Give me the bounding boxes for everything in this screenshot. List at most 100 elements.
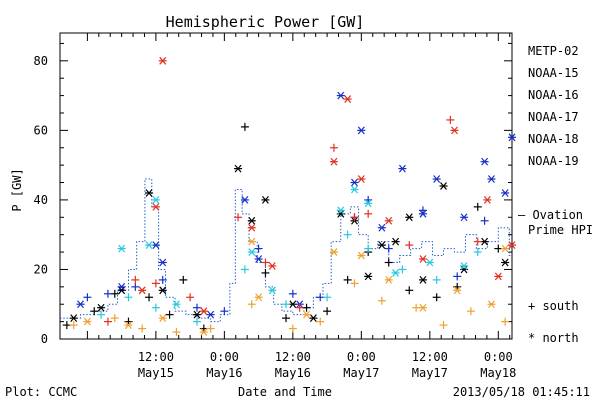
north-marker bbox=[158, 258, 167, 267]
south-marker bbox=[377, 296, 386, 305]
north-marker bbox=[460, 262, 469, 270]
plot-frame bbox=[59, 32, 513, 340]
x-tick-date-label: May16 bbox=[275, 366, 311, 380]
south-marker bbox=[131, 275, 140, 284]
south-marker bbox=[323, 293, 332, 302]
south-marker bbox=[220, 307, 229, 316]
footer-timestamp: 2013/05/18 01:45:11 bbox=[453, 385, 590, 399]
north-marker bbox=[151, 202, 160, 211]
legend-entry-noaa-18: NOAA-18 bbox=[528, 132, 579, 146]
north-marker bbox=[453, 286, 462, 295]
south-marker bbox=[480, 216, 489, 225]
south-marker bbox=[473, 237, 482, 246]
south-marker bbox=[261, 258, 270, 267]
north-marker bbox=[336, 206, 345, 215]
y-tick-label: 60 bbox=[34, 123, 48, 137]
south-marker bbox=[432, 293, 441, 302]
north-marker bbox=[240, 196, 249, 204]
north-marker bbox=[343, 95, 352, 103]
north-marker bbox=[199, 328, 208, 336]
south-marker bbox=[240, 265, 249, 274]
south-marker bbox=[192, 303, 201, 312]
y-tick-label: 0 bbox=[41, 332, 48, 346]
legend-entry-noaa-16: NOAA-16 bbox=[528, 88, 579, 102]
north-marker bbox=[145, 189, 154, 197]
north-marker bbox=[350, 185, 359, 194]
north-marker bbox=[192, 310, 201, 319]
south-marker bbox=[282, 314, 290, 323]
y-tick-label: 80 bbox=[34, 54, 48, 68]
x-tick-date-label: May18 bbox=[480, 366, 516, 380]
south-marker bbox=[302, 303, 311, 312]
north-marker bbox=[288, 300, 297, 309]
x-tick-time-label: 12:00 bbox=[275, 350, 311, 364]
south-marker bbox=[186, 293, 195, 302]
north-marker bbox=[158, 56, 167, 65]
x-tick-date-label: May17 bbox=[412, 366, 448, 380]
x-axis: 12:00 May15 0:00 May16 12:00 May16 0:00 May17 12… bbox=[86, 33, 516, 380]
south-marker bbox=[453, 272, 462, 281]
south-marker bbox=[350, 279, 359, 288]
north-marker bbox=[425, 258, 434, 267]
north-marker bbox=[405, 213, 414, 222]
north-marker bbox=[206, 310, 215, 319]
south-marker bbox=[494, 244, 503, 253]
south-marker bbox=[103, 289, 112, 298]
south-marker bbox=[151, 303, 160, 312]
legend-marker-south: + south bbox=[528, 299, 579, 313]
legend-entry-metp-02: METP-02 bbox=[528, 44, 579, 58]
x-tick-date-label: May16 bbox=[206, 366, 242, 380]
south-marker bbox=[172, 328, 181, 337]
south-marker bbox=[83, 293, 92, 302]
north-marker bbox=[309, 314, 318, 323]
south-marker bbox=[138, 324, 147, 333]
north-marker bbox=[69, 314, 78, 323]
north-marker bbox=[487, 300, 496, 309]
south-marker bbox=[405, 286, 414, 295]
south-marker bbox=[384, 258, 393, 267]
south-marker bbox=[405, 241, 414, 250]
north-marker bbox=[487, 175, 496, 183]
south-marker bbox=[295, 303, 304, 312]
north-marker bbox=[501, 258, 510, 267]
north-marker bbox=[247, 223, 256, 232]
north-marker bbox=[357, 251, 366, 260]
south-marker bbox=[261, 268, 270, 277]
footer-plot-credit: Plot: CCMC bbox=[5, 385, 77, 399]
north-marker bbox=[117, 282, 126, 291]
south-marker bbox=[466, 307, 475, 316]
south-marker bbox=[131, 282, 140, 291]
north-marker bbox=[501, 244, 510, 253]
south-marker bbox=[446, 115, 455, 124]
north-marker bbox=[172, 300, 181, 309]
north-marker bbox=[247, 248, 256, 256]
south-marker bbox=[323, 307, 332, 316]
data-markers bbox=[62, 56, 516, 337]
north-marker bbox=[432, 175, 441, 183]
north-marker bbox=[350, 178, 359, 187]
south-marker bbox=[247, 300, 256, 309]
south-marker bbox=[240, 122, 249, 131]
chart-title: Hemispheric Power [GW] bbox=[166, 13, 365, 31]
north-marker bbox=[364, 272, 373, 281]
legend-marker-north: * north bbox=[528, 331, 579, 345]
north-marker bbox=[398, 164, 407, 173]
north-marker bbox=[494, 272, 503, 281]
north-marker bbox=[254, 293, 263, 302]
south-marker bbox=[364, 209, 373, 218]
x-tick-time-label: 0:00 bbox=[210, 350, 239, 364]
south-marker bbox=[158, 275, 167, 284]
north-marker bbox=[151, 241, 160, 250]
south-marker bbox=[124, 293, 133, 302]
north-marker bbox=[508, 241, 516, 250]
legend-entry-noaa-15: NOAA-15 bbox=[528, 66, 579, 80]
north-marker bbox=[97, 303, 106, 312]
north-marker bbox=[234, 164, 243, 173]
legend-ovation-line1: — Ovation bbox=[518, 208, 583, 222]
south-marker bbox=[316, 317, 325, 326]
legend-entry-noaa-17: NOAA-17 bbox=[528, 110, 579, 124]
ovation-hpi-line bbox=[60, 178, 512, 323]
north-marker bbox=[261, 196, 270, 204]
north-marker bbox=[418, 255, 427, 263]
north-marker bbox=[357, 126, 366, 135]
